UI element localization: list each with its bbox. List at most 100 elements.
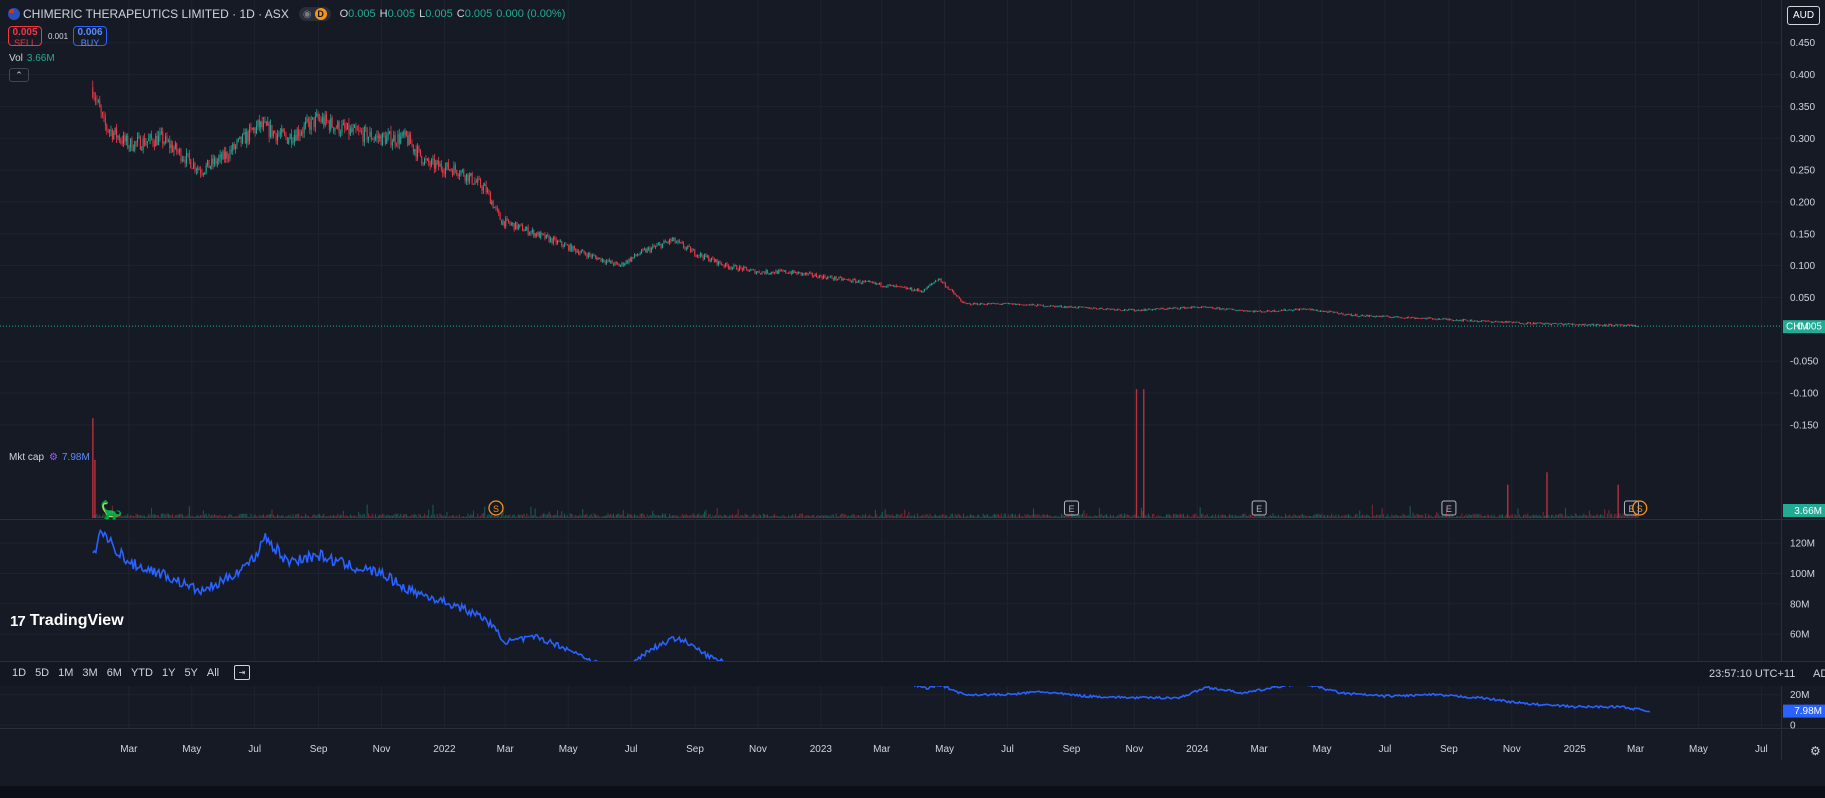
volume-bar xyxy=(1248,514,1250,518)
volume-bar xyxy=(155,515,157,518)
volume-bar xyxy=(419,514,421,518)
volume-bar xyxy=(1593,515,1595,518)
price-candle xyxy=(1103,308,1105,310)
candle-body xyxy=(1040,304,1042,306)
candle-body xyxy=(473,183,475,185)
tradingview-logo[interactable]: 17 TradingView xyxy=(10,612,124,630)
period-button-5y[interactable]: 5Y xyxy=(184,667,198,679)
price-candle xyxy=(1075,306,1077,309)
volume-bar xyxy=(1185,515,1187,518)
interval-badge[interactable]: ◉ D xyxy=(298,7,331,21)
volume-bar xyxy=(597,515,599,518)
volume-bar xyxy=(177,514,179,518)
candle-body xyxy=(552,237,554,244)
period-button-3m[interactable]: 3M xyxy=(82,667,98,679)
volume-bar xyxy=(837,516,839,518)
price-candle xyxy=(454,162,456,174)
candle-body xyxy=(1014,303,1016,305)
event-marker-s[interactable]: S xyxy=(1632,500,1648,516)
volume-bar xyxy=(1462,516,1464,518)
volume-bar xyxy=(118,514,120,518)
volume-bar xyxy=(216,515,218,518)
volume-bar xyxy=(1198,516,1200,518)
clock[interactable]: 23:57:10 UTC+11 xyxy=(1709,668,1796,680)
candle-body xyxy=(1376,315,1378,317)
price-candle xyxy=(844,278,846,280)
period-button-all[interactable]: All xyxy=(206,667,220,679)
price-candle xyxy=(832,277,834,281)
candle-body xyxy=(457,174,459,176)
price-candle xyxy=(1219,306,1221,311)
buy-button[interactable]: 0.006 BUY xyxy=(73,26,108,48)
volume-bar xyxy=(687,515,689,518)
price-candle xyxy=(1591,323,1593,326)
price-candle xyxy=(692,248,694,251)
volume-bar xyxy=(1355,514,1357,518)
adjustment-toggle[interactable]: AD xyxy=(1813,668,1825,680)
volume-bar xyxy=(305,513,307,518)
volume-bar xyxy=(1311,516,1313,518)
price-candle xyxy=(117,135,119,140)
volume-bar xyxy=(380,515,382,518)
candle-body xyxy=(492,201,494,209)
event-marker-e[interactable]: E xyxy=(1623,500,1639,516)
symbol-title[interactable]: CHIMERIC THERAPEUTICS LIMITED · 1D · ASX xyxy=(23,7,289,21)
candle-body xyxy=(683,243,685,248)
volume-legend[interactable]: Vol 3.66M xyxy=(9,53,55,64)
price-candle xyxy=(102,111,104,119)
candle-body xyxy=(838,276,840,280)
volume-bar xyxy=(474,516,476,518)
collapse-legend-button[interactable]: ⌃ xyxy=(9,68,29,82)
candle-body xyxy=(547,234,549,237)
period-button-ytd[interactable]: YTD xyxy=(130,667,153,679)
volume-bar xyxy=(562,515,564,518)
candle-body xyxy=(967,303,969,305)
candle-body xyxy=(603,259,605,262)
period-button-1d[interactable]: 1D xyxy=(12,667,27,679)
price-candle xyxy=(648,246,650,252)
event-marker-e[interactable]: E xyxy=(1441,500,1457,516)
volume-bar xyxy=(249,516,251,518)
sell-button[interactable]: 0.005 SELL xyxy=(8,26,42,48)
volume-bar xyxy=(911,515,913,518)
candle-body xyxy=(211,158,213,167)
period-button-1y[interactable]: 1Y xyxy=(161,667,176,679)
volume-bar xyxy=(593,513,595,518)
price-candle xyxy=(1523,323,1525,325)
candle-body xyxy=(1562,323,1564,325)
period-button-5d[interactable]: 5D xyxy=(35,667,50,679)
candle-body xyxy=(697,255,699,257)
market-cap-legend[interactable]: Mkt cap ⚙ 7.98M xyxy=(9,452,90,463)
volume-bar xyxy=(443,515,445,518)
candle-body xyxy=(491,201,493,204)
candle-body xyxy=(1216,307,1218,310)
candle-body xyxy=(1287,309,1289,311)
volume-bar xyxy=(519,514,521,518)
event-marker-e[interactable]: E xyxy=(1063,500,1079,516)
candle-body xyxy=(376,135,378,138)
calendar-range-icon[interactable]: ⇥ xyxy=(234,665,250,680)
period-button-6m[interactable]: 6M xyxy=(106,667,122,679)
gear-icon[interactable]: ⚙ xyxy=(1810,744,1821,758)
event-marker-s[interactable]: S xyxy=(488,500,504,516)
volume-bar xyxy=(1425,513,1427,518)
candle-body xyxy=(1317,309,1319,312)
volume-bar xyxy=(180,513,182,518)
volume-bar xyxy=(1191,516,1193,518)
volume-bar xyxy=(482,513,484,518)
candle-body xyxy=(1136,309,1138,311)
price-candle xyxy=(1152,309,1154,311)
candle-body xyxy=(631,257,633,262)
volume-bar xyxy=(1415,515,1417,518)
event-marker-e[interactable]: E xyxy=(1251,500,1267,516)
gear-icon[interactable]: ⚙ xyxy=(49,452,58,463)
price-candle xyxy=(1377,315,1379,318)
price-candle xyxy=(628,258,630,265)
price-candle xyxy=(1602,325,1604,327)
volume-bar xyxy=(236,515,238,518)
candle-body xyxy=(1531,324,1533,325)
volume-bar xyxy=(516,516,518,518)
currency-badge[interactable]: AUD xyxy=(1787,6,1820,25)
period-button-1m[interactable]: 1M xyxy=(58,667,74,679)
